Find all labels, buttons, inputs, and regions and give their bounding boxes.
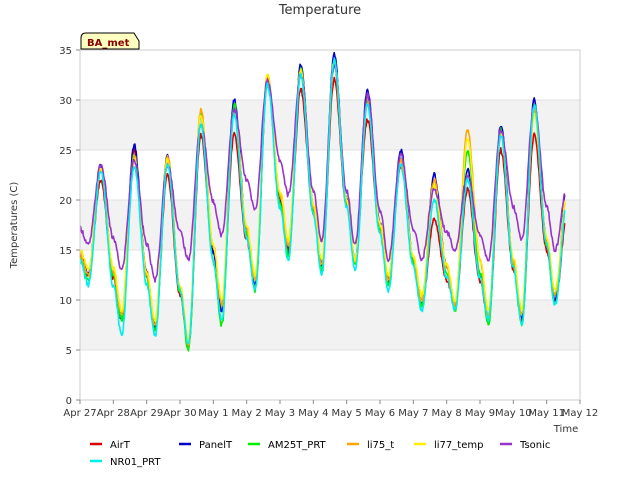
x-tick-label: Apr 27 (63, 408, 96, 419)
grid-band (80, 300, 580, 350)
legend-label: li77_temp (434, 440, 483, 451)
x-tick-label: May 2 (232, 408, 262, 419)
x-tick-label: May 11 (528, 408, 565, 419)
plot-background (80, 49, 580, 401)
series-line-nr01-prt (79, 57, 566, 345)
y-tick-label: 0 (66, 396, 72, 407)
y-tick-label: 5 (66, 346, 72, 357)
y-tick-label: 20 (59, 196, 72, 207)
x-tick-label: May 10 (495, 408, 532, 419)
station-badge: BA_met (80, 32, 140, 50)
x-tick-label: May 4 (298, 408, 328, 419)
x-tick-label: Apr 28 (97, 408, 130, 419)
x-axis-label: Time (553, 424, 578, 435)
legend-label: PanelT (199, 440, 233, 451)
legend-label: Tsonic (519, 440, 550, 451)
y-axis-label: Temperatures (C) (9, 182, 20, 270)
y-tick-label: 15 (59, 246, 72, 257)
legend: AirT PanelT AM25T_PRT li75_t li77_temp Tsonic… (90, 440, 550, 468)
y-axis: 0 5 10 15 20 25 30 35 (59, 46, 80, 407)
series-layer (79, 51, 566, 352)
x-tick-label: May 9 (465, 408, 495, 419)
x-tick-label: Apr 30 (163, 408, 196, 419)
y-tick-label: 25 (59, 146, 72, 157)
station-badge-label: BA_met (87, 38, 130, 49)
x-tick-label: May 3 (265, 408, 295, 419)
series-line-tsonic (79, 63, 566, 283)
x-tick-label: May 12 (562, 408, 599, 419)
y-tick-label: 30 (59, 96, 72, 107)
plot-frame (79, 49, 581, 401)
x-tick-label: May 5 (332, 408, 362, 419)
legend-label: AirT (110, 440, 131, 451)
chart-title: Temperature (278, 3, 361, 18)
y-tick-label: 35 (59, 46, 72, 57)
x-tick-label: May 7 (398, 408, 428, 419)
x-tick-label: May 6 (365, 408, 395, 419)
legend-label: NR01_PRT (110, 457, 161, 468)
legend-label: AM25T_PRT (268, 440, 327, 451)
x-tick-label: May 8 (432, 408, 462, 419)
grid-band (80, 200, 580, 250)
x-tick-label: May 1 (198, 408, 228, 419)
legend-label: li75_t (367, 440, 394, 451)
x-tick-label: Apr 29 (130, 408, 163, 419)
y-tick-label: 10 (59, 296, 72, 307)
